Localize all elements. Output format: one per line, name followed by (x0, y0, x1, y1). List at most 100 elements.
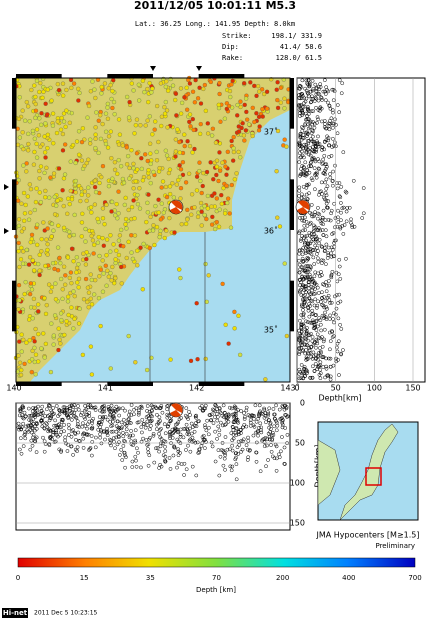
hypocenter (96, 295, 102, 301)
hypocenter (251, 423, 256, 428)
hypocenter (209, 440, 214, 445)
hypocenter (311, 292, 316, 296)
hypocenter (220, 281, 225, 287)
hypocenter (305, 130, 309, 135)
axis-label: Depth[km] (318, 394, 361, 403)
hypocenter (314, 105, 318, 110)
hypocenter (237, 352, 243, 358)
hypocenter (305, 320, 310, 324)
hypocenter (30, 128, 36, 134)
hypocenter (39, 111, 44, 116)
hypocenter (277, 224, 283, 229)
hypocenter (61, 119, 67, 124)
hypocenter (328, 339, 333, 344)
hypocenter (333, 225, 337, 230)
hypocenter (61, 203, 66, 209)
hypocenter (162, 111, 168, 116)
hypocenter (111, 415, 115, 420)
hypocenter (112, 167, 118, 172)
hypocenter (74, 255, 79, 260)
hypocenter (131, 166, 136, 171)
hypocenter (216, 102, 221, 108)
hypocenter (93, 145, 98, 151)
hypocenter (319, 244, 324, 249)
hypocenter (124, 226, 129, 231)
hypocenter (43, 414, 47, 418)
hypocenter (85, 299, 90, 305)
hypocenter (230, 78, 235, 84)
hypocenter (42, 355, 47, 360)
hypocenter (254, 459, 259, 464)
hypocenter (306, 106, 310, 111)
hypocenter (59, 318, 64, 323)
hypocenter (304, 96, 309, 101)
hypocenter (20, 261, 26, 266)
hypocenter (194, 473, 199, 478)
hypocenter (165, 88, 171, 93)
hypocenter (328, 364, 333, 369)
hypocenter (305, 197, 310, 201)
hypocenter (71, 232, 77, 238)
footer-badge (2, 608, 28, 618)
hypocenter (168, 418, 173, 423)
hypocenter (264, 420, 268, 425)
hypocenter (32, 339, 37, 344)
hypocenter (198, 178, 203, 184)
hypocenter (119, 281, 124, 286)
hypocenter (34, 78, 40, 84)
hypocenter (187, 409, 191, 414)
hypocenter (341, 232, 346, 236)
hypocenter (20, 415, 25, 420)
hypocenter (108, 249, 113, 254)
hypocenter (229, 82, 234, 87)
hypocenter (298, 290, 302, 295)
hypocenter (55, 268, 61, 273)
hypocenter (111, 78, 116, 83)
hypocenter (241, 133, 247, 138)
hypocenter (123, 216, 129, 222)
hypocenter (266, 413, 270, 418)
hypocenter (297, 262, 302, 267)
hypocenter (179, 222, 184, 227)
hypocenter (155, 446, 160, 450)
hypocenter (88, 403, 93, 408)
hypocenter (117, 426, 122, 431)
hypocenter (131, 88, 136, 93)
hypocenter (124, 431, 129, 436)
hypocenter (320, 313, 325, 318)
hypocenter (148, 412, 153, 416)
hypocenter (344, 256, 348, 261)
hypocenter (329, 273, 334, 278)
hypocenter (88, 205, 94, 210)
hypocenter (105, 417, 110, 422)
hypocenter (33, 436, 38, 441)
hypocenter (152, 460, 157, 465)
hypocenter (317, 335, 321, 340)
hypocenter (151, 169, 156, 175)
hypocenter (203, 446, 207, 451)
hypocenter (314, 147, 319, 152)
hypocenter (316, 249, 320, 253)
hypocenter (157, 431, 161, 436)
hypocenter (21, 421, 25, 426)
hypocenter (90, 418, 94, 423)
hypocenter (299, 345, 304, 350)
hypocenter (63, 282, 68, 287)
hypocenter (135, 420, 140, 425)
hypocenter (119, 227, 124, 233)
hypocenter (317, 167, 322, 171)
hypocenter (136, 82, 141, 87)
hypocenter (89, 372, 95, 377)
hypocenter (73, 415, 78, 419)
hypocenter (303, 228, 308, 232)
hypocenter (68, 188, 73, 194)
hypocenter (62, 172, 68, 177)
hypocenter (77, 306, 82, 311)
hypocenter (96, 118, 101, 123)
hypocenter (15, 198, 21, 203)
hypocenter (116, 427, 121, 432)
hypocenter (67, 229, 72, 234)
hypocenter (190, 464, 195, 469)
hypocenter (314, 345, 318, 350)
hypocenter (210, 214, 215, 220)
